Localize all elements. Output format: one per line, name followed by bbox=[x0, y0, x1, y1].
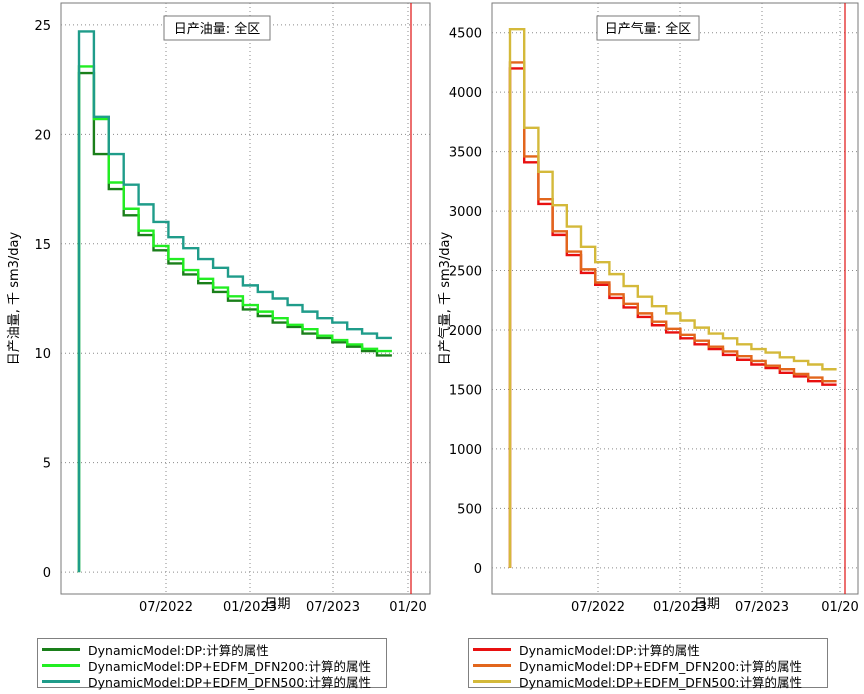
gas-chart-title-box: 日产气量: 全区 bbox=[596, 15, 700, 41]
oil-gridlines bbox=[61, 3, 430, 594]
oil-chart-title-box: 日产油量: 全区 bbox=[163, 15, 271, 41]
oil-chart-title: 日产油量: 全区 bbox=[174, 21, 261, 37]
gas-x-ticks: 07/2022 01/2023 07/2023 01/20 bbox=[571, 600, 859, 615]
y-tick-label: 15 bbox=[34, 238, 51, 253]
oil-legend: DynamicModel:DP:计算的属性 DynamicModel:DP+ED… bbox=[37, 638, 387, 690]
gas-x-axis-label: 日期 bbox=[694, 597, 720, 612]
series-line-2 bbox=[77, 30, 392, 573]
y-tick-label: 4500 bbox=[449, 27, 482, 42]
series-line-1 bbox=[77, 65, 392, 573]
y-tick-label: 1500 bbox=[449, 383, 482, 398]
y-tick-label: 1000 bbox=[449, 443, 482, 458]
x-tick-label: 07/2023 bbox=[306, 600, 360, 615]
oil-x-axis-label: 日期 bbox=[264, 597, 290, 612]
legend-swatch bbox=[42, 647, 80, 651]
series-line-0 bbox=[508, 67, 837, 568]
gas-legend: DynamicModel:DP:计算的属性 DynamicModel:DP+ED… bbox=[468, 638, 828, 690]
x-tick-label: 07/2023 bbox=[735, 600, 789, 615]
oil-legend-item-dfn500[interactable]: DynamicModel:DP+EDFM_DFN500:计算的属性 bbox=[42, 673, 380, 690]
oil-plot-frame bbox=[60, 2, 431, 595]
legend-swatch bbox=[42, 663, 80, 667]
y-tick-label: 3500 bbox=[449, 146, 482, 161]
gas-legend-item-dp[interactable]: DynamicModel:DP:计算的属性 bbox=[473, 641, 821, 658]
gas-chart-title: 日产气量: 全区 bbox=[605, 21, 692, 37]
legend-label: DynamicModel:DP+EDFM_DFN200:计算的属性 bbox=[88, 658, 371, 674]
legend-label: DynamicModel:DP+EDFM_DFN200:计算的属性 bbox=[519, 658, 802, 674]
oil-series bbox=[77, 30, 392, 573]
gas-legend-item-dfn500[interactable]: DynamicModel:DP+EDFM_DFN500:计算的属性 bbox=[473, 673, 821, 690]
y-tick-label: 500 bbox=[457, 502, 482, 517]
y-tick-label: 25 bbox=[34, 19, 51, 34]
oil-legend-item-dp[interactable]: DynamicModel:DP:计算的属性 bbox=[42, 641, 380, 658]
x-tick-label: 07/2022 bbox=[571, 600, 625, 615]
legend-label: DynamicModel:DP+EDFM_DFN500:计算的属性 bbox=[519, 674, 802, 690]
y-tick-label: 20 bbox=[34, 128, 51, 143]
legend-swatch bbox=[42, 679, 80, 683]
y-tick-label: 0 bbox=[474, 562, 482, 577]
series-line-1 bbox=[508, 61, 837, 568]
gas-series bbox=[508, 27, 837, 568]
y-tick-label: 2000 bbox=[449, 324, 482, 339]
gas-legend-item-dfn200[interactable]: DynamicModel:DP+EDFM_DFN200:计算的属性 bbox=[473, 657, 821, 674]
series-line-2 bbox=[508, 27, 837, 568]
oil-x-ticks: 07/2022 01/2023 07/2023 01/20 bbox=[139, 600, 427, 615]
y-tick-label: 3000 bbox=[449, 205, 482, 220]
x-tick-label: 01/2023 bbox=[223, 600, 277, 615]
x-tick-label: 07/2022 bbox=[139, 600, 193, 615]
x-tick-label: 01/20 bbox=[389, 600, 426, 615]
legend-label: DynamicModel:DP+EDFM_DFN500:计算的属性 bbox=[88, 674, 371, 690]
series-line-0 bbox=[77, 71, 392, 573]
y-tick-label: 4000 bbox=[449, 86, 482, 101]
y-tick-label: 10 bbox=[34, 347, 51, 362]
oil-legend-item-dfn200[interactable]: DynamicModel:DP+EDFM_DFN200:计算的属性 bbox=[42, 657, 380, 674]
gas-y-ticks: 0 500 1000 1500 2000 2500 3000 3500 4000 4500 bbox=[449, 27, 482, 577]
oil-rate-chart: 0 5 10 15 20 25 07/2022 01/2023 07/2023 01/20 日产… bbox=[7, 2, 431, 615]
gas-rate-chart: 0 500 1000 1500 2000 2500 3000 3500 4000 4500 07/… bbox=[437, 2, 859, 615]
gas-gridlines bbox=[492, 3, 858, 594]
y-tick-label: 0 bbox=[43, 566, 51, 581]
legend-swatch bbox=[473, 647, 511, 651]
oil-y-ticks: 0 5 10 15 20 25 bbox=[34, 19, 51, 581]
legend-label: DynamicModel:DP:计算的属性 bbox=[88, 642, 269, 658]
x-tick-label: 01/20 bbox=[821, 600, 858, 615]
legend-swatch bbox=[473, 679, 511, 683]
x-tick-label: 01/2023 bbox=[653, 600, 707, 615]
oil-y-axis-label: 日产油量, 千 sm3/day bbox=[7, 232, 22, 366]
legend-label: DynamicModel:DP:计算的属性 bbox=[519, 642, 700, 658]
y-tick-label: 5 bbox=[43, 457, 51, 472]
y-tick-label: 2500 bbox=[449, 265, 482, 280]
gas-y-axis-label: 日产气量, 千 sm3/day bbox=[437, 232, 453, 366]
legend-swatch bbox=[473, 663, 511, 667]
gas-plot-frame bbox=[491, 2, 859, 595]
